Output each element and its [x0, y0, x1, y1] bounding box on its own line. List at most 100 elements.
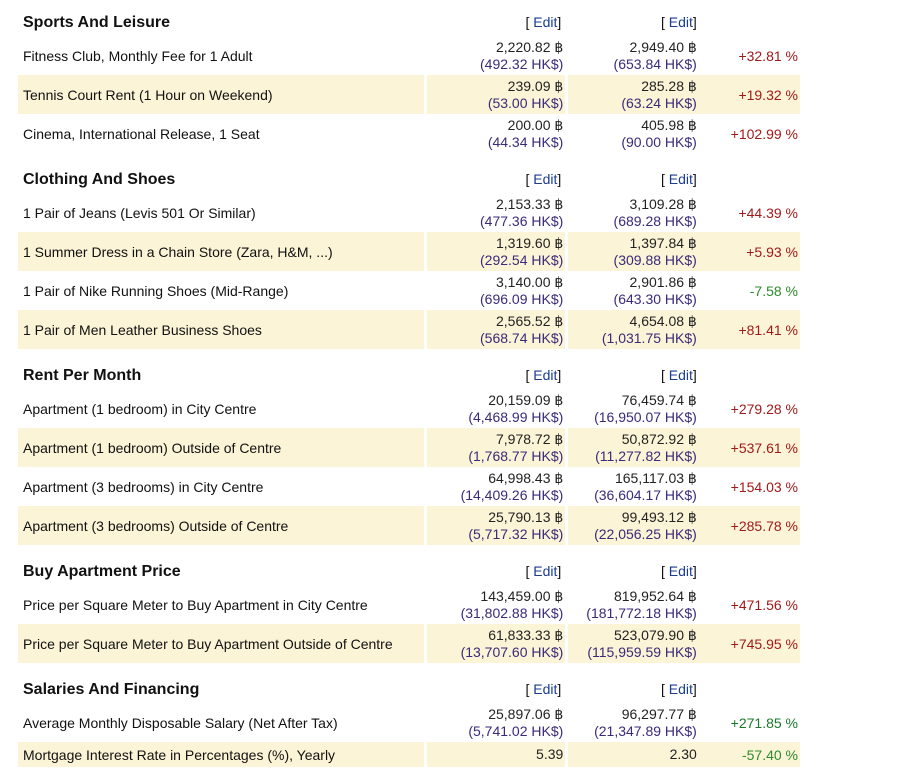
city-b-price: 165,117.03 ฿ (36,604.17 HK$): [565, 467, 717, 506]
edit-link-label[interactable]: Edit: [533, 14, 558, 30]
price-difference: -7.58 %: [749, 282, 798, 299]
city-a-price: 25,897.06 ฿ (5,741.02 HK$): [424, 703, 565, 742]
edit-link-label[interactable]: Edit: [668, 367, 693, 383]
edit-link-label[interactable]: Edit: [533, 563, 558, 579]
price-hkd: (90.00 HK$): [621, 133, 697, 150]
edit-cell-city-a: [ Edit]: [424, 165, 565, 193]
section-header: Rent Per Month [ Edit] [ Edit]: [18, 361, 800, 389]
table-row: Price per Square Meter to Buy Apartment …: [18, 624, 800, 663]
table-row: 1 Pair of Nike Running Shoes (Mid-Range)…: [18, 271, 800, 310]
item-name-label: Fitness Club, Monthly Fee for 1 Adult: [23, 47, 253, 64]
edit-cell-city-b: [ Edit]: [565, 361, 717, 389]
edit-link-city-a[interactable]: [ Edit]: [525, 563, 562, 579]
price-difference: +537.61 %: [716, 428, 800, 467]
price-local: 2.30: [669, 746, 697, 762]
edit-link-label[interactable]: Edit: [668, 14, 693, 30]
city-a-price: 143,459.00 ฿ (31,802.88 HK$): [424, 585, 565, 624]
item-name: 1 Pair of Men Leather Business Shoes: [18, 310, 425, 349]
table-row: Tennis Court Rent (1 Hour on Weekend) 239…: [18, 75, 800, 114]
city-b-price: 76,459.74 ฿ (16,950.07 HK$): [565, 389, 717, 428]
edit-cell-city-a: [ Edit]: [424, 8, 565, 36]
price-hkd: (21,347.89 HK$): [594, 722, 697, 739]
price-difference: -57.40 %: [716, 742, 800, 767]
table-row: 1 Summer Dress in a Chain Store (Zara, H…: [18, 232, 800, 271]
city-a-price: 2,220.82 ฿ (492.32 HK$): [424, 36, 565, 75]
edit-link-city-a[interactable]: [ Edit]: [525, 681, 562, 697]
section-title: Sports And Leisure: [23, 14, 170, 31]
section-spacer: [18, 663, 800, 675]
edit-link-city-a[interactable]: [ Edit]: [525, 14, 562, 30]
edit-link-city-a[interactable]: [ Edit]: [525, 171, 562, 187]
section-spacer: [18, 545, 800, 557]
price-local: 1,319.60 ฿: [496, 234, 564, 251]
item-name: Apartment (3 bedrooms) in City Centre: [18, 467, 424, 506]
item-name-label: Price per Square Meter to Buy Apartment …: [23, 596, 368, 613]
edit-link-label[interactable]: Edit: [533, 367, 558, 383]
price-local: 50,872.92 ฿: [621, 430, 697, 447]
price-hkd: (115,959.59 HK$): [587, 643, 697, 660]
city-a-price: 25,790.13 ฿ (5,717.32 HK$): [424, 506, 566, 545]
edit-link-city-b[interactable]: [ Edit]: [661, 681, 697, 697]
price-hkd: (13,707.60 HK$): [460, 643, 564, 660]
price-local: 64,998.43 ฿: [488, 469, 564, 486]
item-name-label: 1 Pair of Jeans (Levis 501 Or Similar): [23, 204, 256, 221]
item-name-label: Price per Square Meter to Buy Apartment …: [23, 635, 393, 652]
edit-link-label[interactable]: Edit: [668, 563, 693, 579]
city-a-price: 61,833.33 ฿ (13,707.60 HK$): [424, 624, 566, 663]
edit-link-label[interactable]: Edit: [533, 681, 558, 697]
price-hkd: (1,031.75 HK$): [601, 329, 697, 346]
edit-cell-city-b: [ Edit]: [565, 8, 717, 36]
edit-link-city-a[interactable]: [ Edit]: [525, 367, 562, 383]
price-local: 99,493.12 ฿: [621, 508, 697, 525]
item-name: Mortgage Interest Rate in Percentages (%…: [18, 742, 425, 767]
edit-link-label[interactable]: Edit: [668, 681, 693, 697]
city-b-price: 2,901.86 ฿ (643.30 HK$): [565, 271, 717, 310]
price-difference: +5.93 %: [716, 232, 800, 271]
edit-link-city-b[interactable]: [ Edit]: [661, 14, 697, 30]
price-local: 61,833.33 ฿: [488, 626, 564, 643]
price-local: 25,790.13 ฿: [488, 508, 564, 525]
diff-header-cell: [717, 675, 800, 703]
city-a-price: 1,319.60 ฿ (292.54 HK$): [424, 232, 566, 271]
price-hkd: (568.74 HK$): [480, 329, 564, 346]
price-hkd: (31,802.88 HK$): [460, 604, 564, 621]
edit-cell-city-a: [ Edit]: [424, 557, 565, 585]
price-local: 25,897.06 ฿: [488, 705, 564, 722]
table-row: Fitness Club, Monthly Fee for 1 Adult 2,2…: [18, 36, 800, 75]
price-local: 819,952.64 ฿: [613, 587, 697, 604]
item-name: Tennis Court Rent (1 Hour on Weekend): [18, 75, 425, 114]
item-name: 1 Pair of Jeans (Levis 501 Or Similar): [18, 193, 424, 232]
edit-link-city-b[interactable]: [ Edit]: [661, 563, 697, 579]
city-a-price: 20,159.09 ฿ (4,468.99 HK$): [424, 389, 565, 428]
table-row: Apartment (1 bedroom) in City Centre 20,1…: [18, 389, 800, 428]
city-a-price: 200.00 ฿ (44.34 HK$): [424, 114, 565, 153]
city-b-price: 2.30: [565, 742, 717, 767]
price-difference: +279.28 %: [730, 400, 798, 417]
city-a-price: 64,998.43 ฿ (14,409.26 HK$): [424, 467, 565, 506]
edit-link-label[interactable]: Edit: [533, 171, 558, 187]
city-b-price: 96,297.77 ฿ (21,347.89 HK$): [565, 703, 717, 742]
price-hkd: (14,409.26 HK$): [460, 486, 564, 503]
table-row: Average Monthly Disposable Salary (Net A…: [18, 703, 800, 742]
section-title: Rent Per Month: [23, 367, 142, 384]
price-local: 200.00 ฿: [507, 116, 564, 133]
edit-cell-city-b: [ Edit]: [565, 557, 717, 585]
item-name-label: Apartment (1 bedroom) in City Centre: [23, 400, 257, 417]
table-row: Apartment (3 bedrooms) in City Centre 64,…: [18, 467, 800, 506]
price-local: 285.28 ฿: [641, 77, 697, 94]
item-name: Apartment (1 bedroom) in City Centre: [18, 389, 424, 428]
edit-link-city-b[interactable]: [ Edit]: [661, 367, 697, 383]
edit-link-label[interactable]: Edit: [668, 171, 693, 187]
table-row: Mortgage Interest Rate in Percentages (%…: [18, 742, 800, 767]
city-b-price: 99,493.12 ฿ (22,056.25 HK$): [565, 506, 717, 545]
item-name-label: 1 Pair of Nike Running Shoes (Mid-Range): [23, 282, 289, 299]
city-b-price: 819,952.64 ฿ (181,772.18 HK$): [565, 585, 717, 624]
price-local: 2,949.40 ฿: [629, 38, 697, 55]
price-hkd: (22,056.25 HK$): [594, 525, 697, 542]
edit-link-city-b[interactable]: [ Edit]: [661, 171, 697, 187]
price-hkd: (44.34 HK$): [487, 133, 564, 150]
price-local: 1,397.84 ฿: [629, 234, 697, 251]
price-hkd: (689.28 HK$): [613, 212, 697, 229]
item-name-label: 1 Summer Dress in a Chain Store (Zara, H…: [23, 243, 333, 260]
item-name-label: Apartment (3 bedrooms) Outside of Centre: [23, 517, 289, 534]
